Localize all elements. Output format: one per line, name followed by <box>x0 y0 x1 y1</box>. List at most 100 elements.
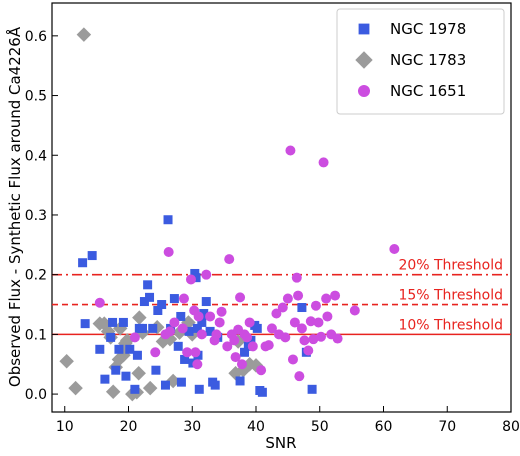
point-2-19 <box>222 341 233 352</box>
y-tick-label-5: 0.5 <box>25 89 47 105</box>
point-0-15 <box>138 323 148 333</box>
point-2-6 <box>169 317 180 328</box>
point-0-6 <box>108 317 118 327</box>
point-2-29 <box>244 317 255 328</box>
point-0-33 <box>191 273 201 283</box>
threshold-label-2: 10% Threshold <box>398 317 503 333</box>
x-tick-label-4: 50 <box>311 419 329 435</box>
x-tick-label-7: 80 <box>502 419 520 435</box>
point-2-2 <box>129 332 140 343</box>
y-tick-label-2: 0.2 <box>25 268 47 284</box>
x-tick-label-3: 40 <box>247 419 265 435</box>
y-axis-label: Observed Flux - Synthetic Flux around Ca… <box>5 26 24 387</box>
point-0-2 <box>80 319 90 329</box>
threshold-label-0: 20% Threshold <box>398 258 503 274</box>
point-0-51 <box>297 303 307 313</box>
point-2-42 <box>289 317 300 328</box>
x-tick-label-5: 60 <box>375 419 393 435</box>
point-2-59 <box>332 333 343 344</box>
point-0-17 <box>143 280 153 290</box>
x-axis-label: SNR <box>265 434 296 452</box>
point-2-37 <box>277 302 288 313</box>
point-2-54 <box>318 157 329 168</box>
point-2-48 <box>303 345 314 356</box>
point-0-26 <box>169 294 179 304</box>
plot-frame <box>51 2 512 413</box>
point-2-26 <box>236 359 247 370</box>
point-2-63 <box>214 317 225 328</box>
point-2-18 <box>216 306 227 317</box>
point-1-16 <box>131 365 146 381</box>
point-0-38 <box>201 297 211 307</box>
point-2-53 <box>316 331 327 342</box>
point-2-62 <box>178 293 189 304</box>
point-0-43 <box>235 376 245 386</box>
point-2-55 <box>321 293 332 304</box>
point-0-29 <box>180 354 190 364</box>
point-0-37 <box>199 308 209 318</box>
point-1-0 <box>76 27 92 42</box>
point-1-17 <box>132 310 147 325</box>
point-0-19 <box>148 323 158 333</box>
point-0-1 <box>87 251 97 261</box>
point-2-15 <box>205 311 216 322</box>
legend-marker-0 <box>358 23 370 35</box>
point-0-39 <box>205 326 215 336</box>
legend-box <box>336 8 505 115</box>
point-0-24 <box>163 215 173 225</box>
point-2-33 <box>263 340 274 351</box>
point-2-1 <box>163 246 174 257</box>
point-2-51 <box>310 300 321 311</box>
point-0-5 <box>106 332 116 342</box>
series-1 <box>59 27 264 402</box>
y-axis-ticks: 0.0 0.1 0.2 0.3 0.4 0.5 0.6 <box>25 29 58 403</box>
point-2-5 <box>164 326 175 337</box>
y-tick-label-0: 0.0 <box>25 387 47 403</box>
point-0-55 <box>176 311 186 321</box>
legend-label-0: NGC 1978 <box>390 20 466 38</box>
point-2-60 <box>349 305 360 316</box>
point-0-27 <box>173 341 183 351</box>
point-0-41 <box>210 380 220 390</box>
point-2-35 <box>271 308 282 319</box>
y-tick-label-4: 0.4 <box>25 148 47 164</box>
point-2-31 <box>256 365 267 376</box>
point-2-11 <box>192 359 203 370</box>
point-0-13 <box>132 350 142 360</box>
y-tick-label-6: 0.6 <box>25 29 47 45</box>
point-2-14 <box>201 269 212 280</box>
point-2-44 <box>293 290 304 301</box>
point-2-58 <box>330 290 341 301</box>
y-tick-label-1: 0.1 <box>25 327 47 343</box>
point-0-3 <box>95 344 105 354</box>
point-0-0 <box>78 258 88 268</box>
point-0-8 <box>114 344 124 354</box>
point-2-28 <box>242 332 253 343</box>
point-2-25 <box>235 292 246 303</box>
point-0-12 <box>130 384 140 394</box>
point-0-28 <box>176 377 186 387</box>
point-0-53 <box>307 384 317 394</box>
threshold-label-1: 15% Threshold <box>398 288 503 304</box>
point-2-50 <box>308 334 319 345</box>
point-2-17 <box>211 329 222 340</box>
legend: NGC 1978 NGC 1783 NGC 1651 <box>336 8 505 115</box>
point-0-23 <box>160 380 170 390</box>
y-tick-label-3: 0.3 <box>25 208 47 224</box>
point-1-1 <box>59 353 74 369</box>
point-1-13 <box>119 333 135 348</box>
point-2-52 <box>313 317 324 328</box>
point-2-49 <box>305 316 316 327</box>
point-0-18 <box>145 292 155 302</box>
legend-label-1: NGC 1783 <box>390 51 466 69</box>
point-2-13 <box>196 329 207 340</box>
point-2-40 <box>285 145 296 156</box>
point-2-22 <box>229 335 240 346</box>
legend-label-2: NGC 1651 <box>390 82 466 100</box>
point-0-4 <box>100 374 110 384</box>
point-0-36 <box>197 317 207 327</box>
point-0-30 <box>184 326 194 336</box>
point-2-7 <box>177 323 188 334</box>
point-2-8 <box>182 347 193 358</box>
